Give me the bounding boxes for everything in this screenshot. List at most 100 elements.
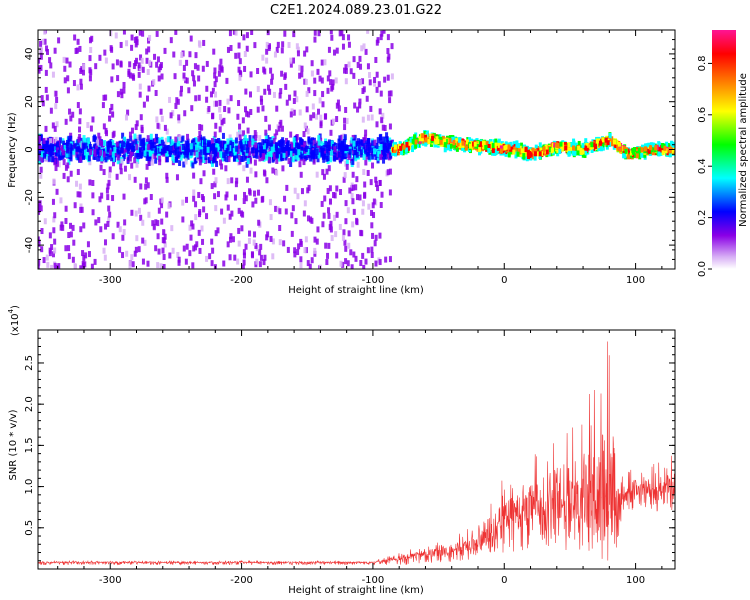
spectrogram-cell — [402, 144, 406, 150]
spectrogram-cell — [487, 147, 491, 153]
spectrogram-cell — [213, 100, 217, 107]
spectrogram-cell — [374, 154, 378, 161]
spectrogram-cell — [108, 115, 112, 122]
spectrogram-cell — [310, 70, 314, 77]
spectrogram-cell — [323, 59, 327, 66]
spectrogram-cell — [99, 140, 103, 147]
spectrogram-cell — [139, 183, 143, 190]
spectrogram-cell — [517, 148, 521, 154]
spectrogram-cell — [272, 153, 276, 160]
spectrogram-cell — [293, 141, 297, 148]
spectrogram-cell — [284, 208, 288, 215]
spectrogram-cell — [186, 133, 190, 140]
spectrogram-cell — [204, 157, 208, 164]
spectrogram-cell — [42, 137, 46, 144]
spectrogram-cell — [320, 200, 324, 207]
spectrogram-cell — [212, 156, 216, 163]
spectrogram-cell — [95, 145, 99, 152]
spectrogram-cell — [210, 160, 214, 167]
spectrogram-cell — [432, 132, 436, 138]
spectrogram-cell — [214, 76, 218, 83]
spectrogram-cell — [315, 171, 319, 178]
spectrogram-cell — [321, 101, 325, 108]
spectrogram-cell — [187, 87, 191, 94]
spectrogram-cell — [489, 139, 493, 145]
spectrogram-cell — [150, 144, 154, 151]
spectrogram-cell — [452, 140, 456, 146]
spectrogram-cell — [87, 251, 91, 258]
spectrogram-cell — [607, 136, 611, 142]
spectrogram-cell — [102, 247, 106, 254]
spectrogram-cell — [282, 147, 286, 154]
spectrogram-cell — [416, 142, 420, 148]
spectrogram-cell — [55, 157, 59, 164]
spectrogram-cell — [654, 145, 658, 151]
spectrogram-cell — [233, 194, 237, 201]
spectrogram-cell — [433, 142, 437, 148]
spectrogram-cell — [167, 145, 171, 152]
spectrogram-cell — [410, 144, 414, 150]
spectrogram-cell — [76, 102, 80, 109]
spectrogram-cell — [362, 43, 366, 50]
spectrogram-cell — [283, 73, 287, 80]
spectrogram-cell — [284, 151, 288, 158]
spectrogram-cell — [669, 143, 673, 149]
spectrogram-cell — [78, 191, 82, 198]
spectrogram-cell — [226, 241, 230, 248]
spectrogram-cell — [574, 142, 578, 148]
spectrogram-cell — [96, 139, 100, 146]
spectrogram-cell — [194, 214, 198, 221]
spectrogram-cell — [205, 213, 209, 220]
spectrogram-cell — [553, 146, 557, 152]
spectrogram-cell — [228, 134, 232, 141]
spectrogram-cell — [40, 156, 44, 163]
spectrogram-cell — [169, 37, 173, 44]
spectrogram-cell — [335, 185, 339, 192]
spectrogram-cell — [184, 151, 188, 158]
spectrogram-cell — [63, 144, 67, 151]
spectrogram-cell — [363, 134, 367, 141]
spectrogram-cell — [197, 191, 201, 198]
spectrogram-cell — [485, 141, 489, 147]
spectrogram-cell — [349, 249, 353, 256]
spectrogram-cell — [420, 136, 424, 142]
spectrogram-cell — [89, 46, 93, 53]
spectrogram-cell — [320, 77, 324, 84]
spectrogram-cell — [328, 70, 332, 77]
spectrogram-cell — [48, 250, 52, 257]
spectrogram-cell — [57, 161, 61, 168]
spectrogram-cell — [38, 264, 40, 269]
spectrogram-cell — [188, 224, 192, 231]
spectrogram-cell — [342, 139, 346, 146]
spectrogram-cell — [82, 254, 86, 261]
spectrogram-cell — [40, 228, 44, 235]
spectrogram-cell — [159, 64, 163, 71]
spectrogram-cell — [520, 148, 524, 154]
spectrogram-cell — [139, 214, 143, 221]
spectrogram-cell — [339, 141, 343, 148]
spectrogram-cell — [556, 151, 560, 157]
spectrogram-cell — [219, 151, 223, 158]
spectrogram-cell — [320, 151, 324, 158]
spectrogram-cell — [491, 150, 495, 156]
spectrogram-cell — [110, 155, 114, 162]
spectrogram-cell — [383, 142, 387, 149]
spectrogram-cell — [217, 151, 221, 158]
spectrogram-cell — [226, 144, 230, 151]
spectrogram-cell — [120, 92, 124, 99]
spectrogram-cell — [390, 43, 394, 50]
spectrogram-cell — [88, 159, 92, 166]
spectrogram-cell — [343, 67, 347, 74]
spectrogram-cell — [293, 187, 297, 194]
spectrogram-cell — [259, 95, 263, 102]
spectrogram-cell — [367, 203, 371, 210]
spectrogram-cell — [232, 155, 236, 162]
spectrogram-cell — [595, 138, 599, 144]
spectrogram-cell — [106, 183, 110, 190]
spectrogram-cell — [322, 153, 326, 160]
spectrogram-cell — [344, 64, 348, 71]
spectrogram-cell — [81, 69, 85, 76]
spectrogram-cell — [389, 140, 393, 147]
spectrogram-cell — [273, 51, 277, 58]
spectrogram-cell — [346, 207, 350, 214]
